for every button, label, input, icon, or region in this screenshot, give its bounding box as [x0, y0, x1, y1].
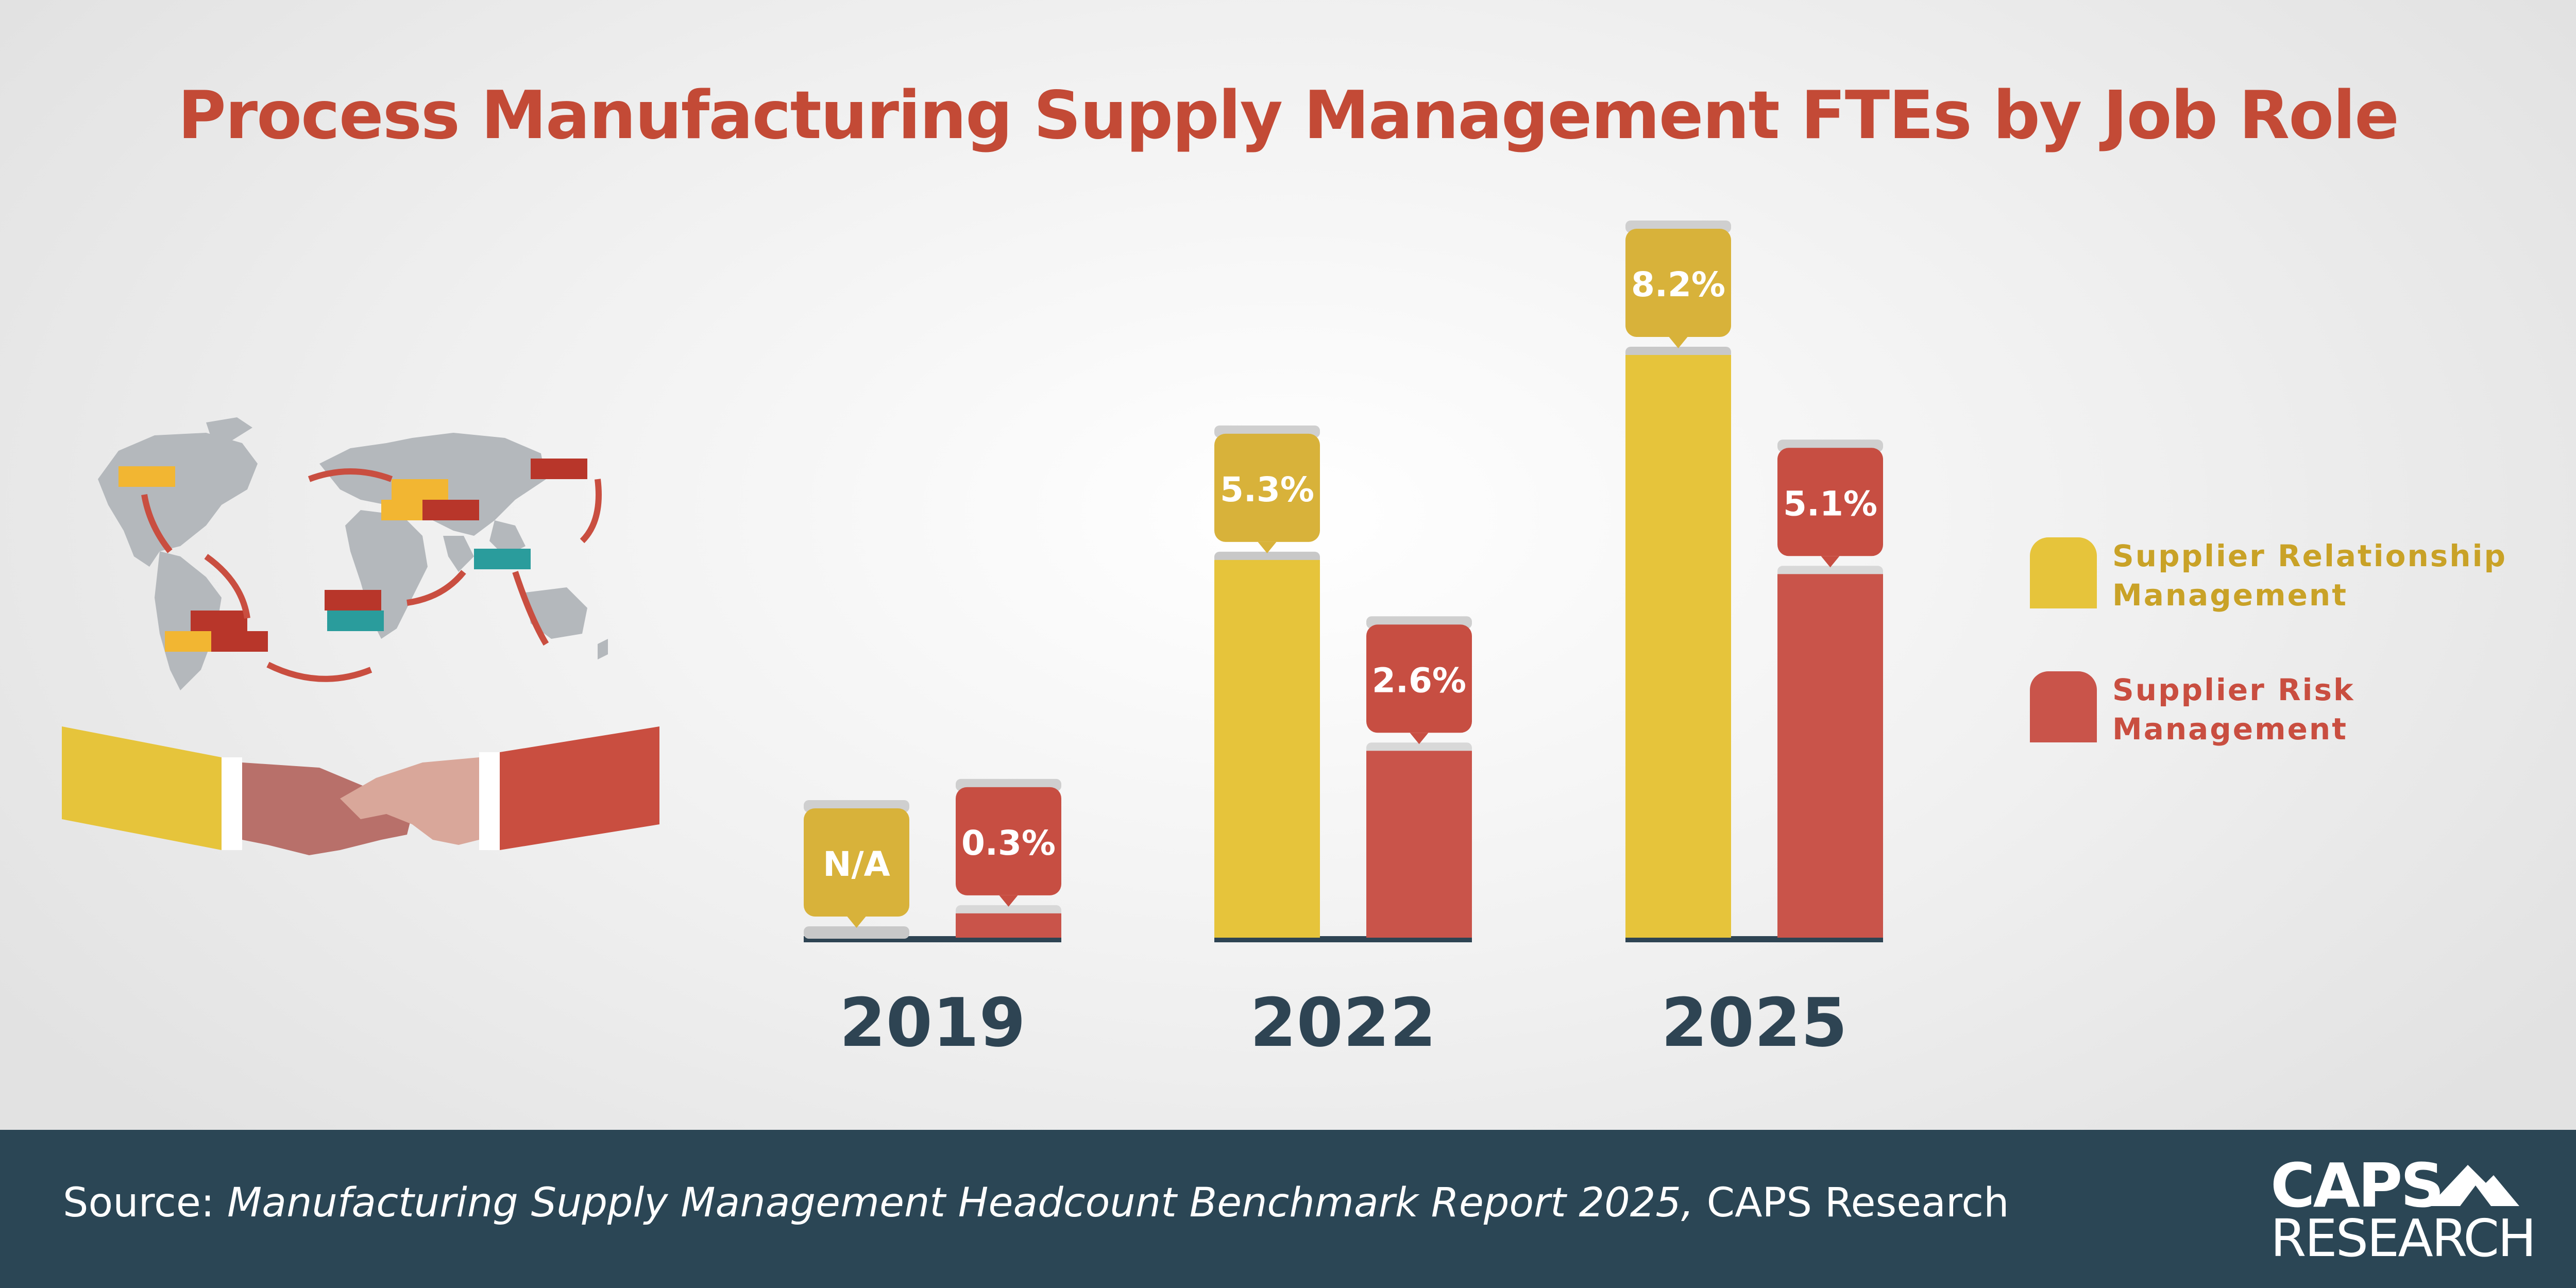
value-label-pointer-srm-2019 — [847, 917, 866, 928]
bar-srp-2025 — [1777, 574, 1883, 938]
chart-title: Process Manufacturing Supply Management … — [178, 77, 2399, 154]
bar-srp-2022 — [1366, 751, 1472, 938]
value-label-pointer-srm-2022 — [1258, 541, 1277, 553]
value-label-pointer-srp-2025 — [1821, 556, 1840, 568]
logo-line-caps: CAPS — [2270, 1150, 2444, 1221]
value-label-box-srp-2022 — [1366, 624, 1472, 733]
logo-line-research: RESEARCH — [2270, 1208, 2536, 1268]
category-label-2025: 2025 — [1661, 984, 1848, 1062]
data-label-srm-2025: 8.2% — [1631, 265, 1725, 304]
data-label-srp-2025: 5.1% — [1783, 484, 1877, 523]
bar-srm-2025 — [1625, 355, 1731, 938]
bar-srm-2022 — [1214, 560, 1320, 938]
world-map-icon — [98, 417, 608, 690]
value-label-box-srm-2022 — [1214, 433, 1320, 542]
chart-bars — [804, 347, 1883, 939]
category-label-2019: 2019 — [839, 984, 1026, 1062]
legend-label-srm: Supplier Relationship Management — [2112, 536, 2524, 615]
legend-label-srp-line2: Management — [2112, 711, 2348, 747]
bar-cap-srm-2019 — [804, 926, 909, 939]
legend-swatch-srm — [2030, 537, 2097, 608]
mountain-logo-icon — [2429, 1165, 2519, 1206]
value-label-pointer-srp-2022 — [1410, 733, 1429, 744]
data-label-srp-2019: 0.3% — [961, 823, 1056, 863]
arrow-icon — [141, 468, 602, 682]
legend-label-srp-line1: Supplier Risk — [2112, 672, 2355, 707]
supply-chain-illustration — [62, 417, 659, 855]
legend-label-srm-line1: Supplier Relationship — [2112, 538, 2507, 573]
source-title: Manufacturing Supply Management Headcoun… — [227, 1180, 1694, 1226]
value-label-box-srm-2025 — [1625, 229, 1731, 337]
bar-srp-2019 — [956, 913, 1061, 938]
chart-value-labels: N/A 0.3% 5.3% 2.6% 8.2% 5.1% — [804, 221, 1883, 928]
data-label-srm-2019: N/A — [823, 844, 890, 884]
chart-legend: Supplier Relationship Management Supplie… — [2030, 533, 2545, 801]
source-suffix: CAPS Research — [1693, 1180, 2009, 1226]
handshake-icon — [62, 726, 659, 855]
value-label-box-srm-2019 — [804, 808, 909, 917]
source-citation: Source: Manufacturing Supply Management … — [63, 1180, 2009, 1226]
value-label-box-srp-2019 — [956, 787, 1061, 895]
value-label-box-srp-2025 — [1777, 448, 1883, 556]
legend-label-srm-line2: Management — [2112, 578, 2348, 613]
bar-chart: N/A 0.3% 5.3% 2.6% 8.2% 5.1% 2019 2022 2025 — [804, 221, 1883, 1062]
caps-research-logo: CAPS RESEARCH — [2264, 1150, 2536, 1268]
footer-bar: Source: Manufacturing Supply Management … — [0, 1130, 2576, 1288]
chart-category-labels: 2019 2022 2025 — [839, 984, 1848, 1062]
shipping-container-icon — [118, 459, 587, 652]
source-prefix: Source: — [63, 1180, 227, 1226]
legend-swatch-srp — [2030, 671, 2097, 742]
category-label-2022: 2022 — [1250, 984, 1436, 1062]
legend-item-supplier-relationship-management: Supplier Relationship Management — [2030, 533, 2545, 613]
data-label-srp-2022: 2.6% — [1372, 660, 1466, 700]
legend-item-supplier-risk-management: Supplier Risk Management — [2030, 667, 2545, 747]
value-label-pointer-srp-2019 — [999, 895, 1018, 907]
data-label-srm-2022: 5.3% — [1220, 470, 1314, 510]
legend-label-srp: Supplier Risk Management — [2112, 670, 2524, 749]
value-label-pointer-srm-2025 — [1669, 337, 1688, 348]
